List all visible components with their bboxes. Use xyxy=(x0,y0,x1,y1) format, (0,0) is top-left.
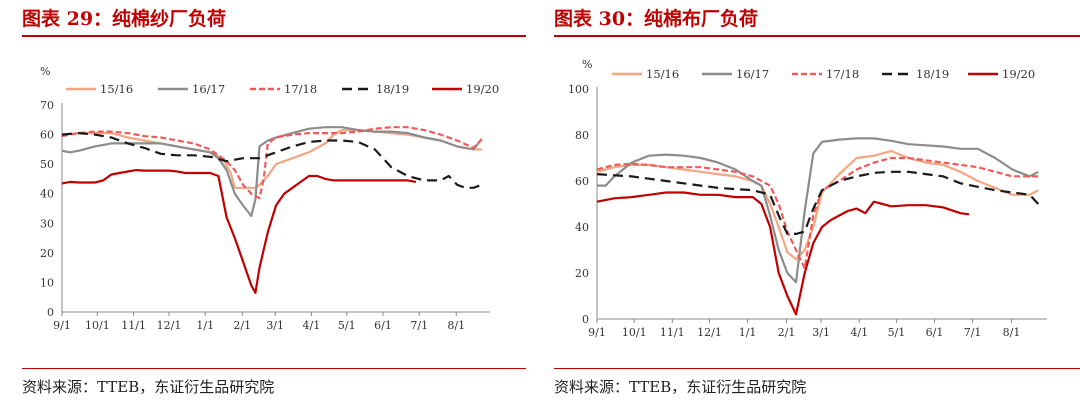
y-tick-label: 0 xyxy=(582,313,589,326)
x-tick-label: 4/1 xyxy=(850,326,868,339)
x-tick-label: 3/1 xyxy=(266,319,284,332)
legend-label: 15/16 xyxy=(646,67,679,81)
legend-label: 15/16 xyxy=(100,82,133,96)
x-tick-label: 6/1 xyxy=(926,326,944,339)
y-tick-label: 40 xyxy=(40,188,54,201)
y-tick-label: 60 xyxy=(40,129,54,142)
x-tick-label: 4/1 xyxy=(303,319,321,332)
source-note: 资料来源：TTEB，东证衍生品研究院 xyxy=(22,378,275,396)
chart-panel-fabric: 图表 30：纯棉布厂负荷 % 0 20 40 60 80 100 9/1 10/1 11/1 12/… xyxy=(552,0,1080,415)
y-tick-label: 20 xyxy=(575,267,589,280)
y-axis-unit: % xyxy=(582,58,592,71)
x-tick-label: 3/1 xyxy=(812,326,830,339)
x-tick-label: 2/1 xyxy=(778,326,796,339)
yarn-mill-load-chart: % 0 10 20 30 40 50 60 70 9/1 10/1 11/1 12/1 1/1 2/1 3/1… xyxy=(40,65,499,332)
y-axis-unit: % xyxy=(40,65,50,78)
x-tick-label: 5/1 xyxy=(338,319,356,332)
series-line-19-20 xyxy=(596,191,970,316)
legend-label: 17/18 xyxy=(284,82,317,96)
x-tick-label: 9/1 xyxy=(53,319,71,332)
x-tick-label: 5/1 xyxy=(888,326,906,339)
chart-panel-yarn: 图表 29：纯棉纱厂负荷 % 0 10 20 30 40 50 60 70 9/1 10/1 11/1… xyxy=(0,0,528,415)
title-rule xyxy=(554,35,1080,37)
x-tick-label: 7/1 xyxy=(964,326,982,339)
x-tick-label: 10/1 xyxy=(85,319,110,332)
x-tick-label: 12/1 xyxy=(157,319,182,332)
y-tick-label: 50 xyxy=(40,158,54,171)
x-tick-label: 7/1 xyxy=(410,319,428,332)
y-tick-label: 60 xyxy=(575,175,589,188)
legend-label: 18/19 xyxy=(376,82,409,96)
x-tick-label: 1/1 xyxy=(196,319,214,332)
x-tick-label: 8/1 xyxy=(447,319,465,332)
y-tick-label: 100 xyxy=(568,83,589,96)
legend-label: 16/17 xyxy=(192,82,225,96)
series-line-19-20 xyxy=(61,169,417,294)
legend-label: 18/19 xyxy=(916,67,949,81)
series-line-17-18 xyxy=(596,156,1039,270)
x-tick-label: 2/1 xyxy=(233,319,251,332)
legend-label: 19/20 xyxy=(1002,67,1035,81)
source-rule xyxy=(22,368,526,369)
y-tick-label: 10 xyxy=(40,276,54,289)
x-tick-label: 6/1 xyxy=(374,319,392,332)
series-line-18-19 xyxy=(596,170,1040,235)
y-tick-label: 70 xyxy=(40,99,54,112)
series-line-16-17 xyxy=(61,126,483,217)
series-line-17-18 xyxy=(61,126,483,200)
x-tick-label: 9/1 xyxy=(588,326,606,339)
y-tick-label: 80 xyxy=(575,129,589,142)
source-note: 资料来源：TTEB，东证衍生品研究院 xyxy=(554,378,807,396)
x-tick-label: 10/1 xyxy=(622,326,647,339)
title-rule xyxy=(22,35,526,37)
legend-label: 16/17 xyxy=(736,67,769,81)
fabric-mill-load-chart: % 0 20 40 60 80 100 9/1 10/1 11/1 12/1 1/1 2/1 3/1 4/1… xyxy=(568,58,1047,339)
series-line-18-19 xyxy=(61,131,483,189)
x-tick-label: 8/1 xyxy=(1003,326,1021,339)
x-tick-label: 11/1 xyxy=(121,319,146,332)
series-line-15-16 xyxy=(61,128,482,189)
legend-label: 19/20 xyxy=(466,82,499,96)
series-line-15-16 xyxy=(596,149,1039,261)
chart-title: 图表 29：纯棉纱厂负荷 xyxy=(22,8,227,30)
y-tick-label: 30 xyxy=(40,217,54,230)
x-tick-label: 12/1 xyxy=(697,326,722,339)
y-tick-label: 0 xyxy=(47,306,54,319)
legend-label: 17/18 xyxy=(826,67,859,81)
y-tick-label: 40 xyxy=(575,221,589,234)
source-rule xyxy=(554,368,1080,369)
x-tick-label: 11/1 xyxy=(660,326,685,339)
chart-title: 图表 30：纯棉布厂负荷 xyxy=(554,8,759,30)
y-tick-label: 20 xyxy=(40,247,54,260)
series-line-16-17 xyxy=(597,137,1039,284)
x-tick-label: 1/1 xyxy=(739,326,757,339)
